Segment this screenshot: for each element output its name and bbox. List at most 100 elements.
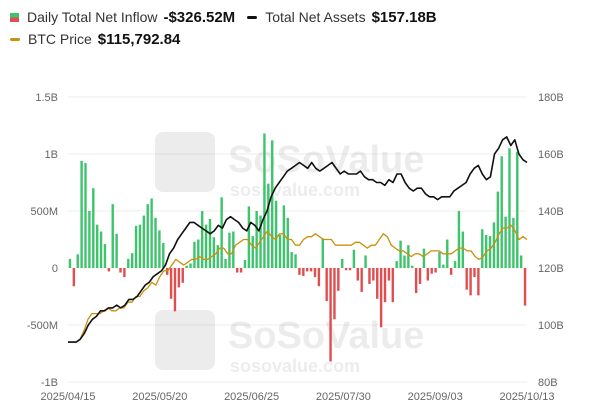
left-axis-ticks: 1.5B 1B 500M 0 -500M -1B — [27, 92, 58, 389]
watermark-logo-icon — [155, 310, 215, 370]
inflow-bar — [247, 206, 251, 268]
btc-legend-swatch — [10, 37, 20, 41]
inflow-bar — [376, 268, 379, 299]
inflow-bar — [236, 268, 239, 273]
inflow-bar — [337, 268, 340, 291]
inflow-bar — [224, 258, 227, 268]
inflow-bar — [321, 238, 324, 268]
inflow-bar — [150, 198, 153, 268]
right-tick-label: 80B — [538, 377, 558, 389]
inflow-bar — [391, 268, 395, 303]
inflow-bar — [302, 268, 305, 276]
right-axis-ticks: 180B 160B 140B 120B 100B 80B — [538, 92, 564, 389]
inflow-bar — [267, 183, 270, 268]
inflow-bar — [72, 268, 76, 287]
inflow-bar — [107, 268, 111, 272]
inflow-bar — [239, 268, 243, 273]
inflow-bar — [123, 268, 126, 278]
legend-btc-value: $115,792.84 — [97, 30, 181, 48]
legend-row-1: Daily Total Net Inflow -$326.52M Total N… — [10, 6, 449, 28]
inflow-bar — [383, 268, 387, 303]
legend-btc-name: BTC Price — [28, 31, 92, 47]
inflow-bar — [146, 204, 149, 268]
inflow-bars — [68, 133, 527, 362]
inflow-bar — [115, 233, 118, 268]
right-tick-label: 160B — [538, 149, 564, 161]
watermark-top: SoSoValue sosovalue.com — [155, 132, 424, 200]
inflow-bar — [403, 255, 406, 268]
inflow-bar — [185, 265, 188, 268]
inflow-bar — [263, 133, 266, 268]
inflow-bar — [278, 234, 282, 268]
inflow-bar — [228, 232, 231, 268]
inflow-bar — [411, 265, 414, 268]
inflow-bar — [496, 191, 500, 268]
inflow-bar — [306, 268, 309, 272]
left-tick-label: -1B — [41, 377, 58, 389]
inflow-bar — [523, 268, 527, 306]
left-tick-label: 500M — [30, 206, 58, 218]
inflow-bar — [352, 249, 356, 268]
inflow-bar — [465, 268, 468, 290]
inflow-bar — [317, 268, 321, 287]
btc-price-line — [68, 224, 528, 343]
inflow-bar — [372, 268, 375, 281]
assets-legend-swatch — [247, 15, 258, 19]
inflow-bar — [95, 224, 99, 268]
inflow-bar — [282, 205, 286, 268]
left-tick-label: 1.5B — [35, 92, 58, 104]
inflow-bar — [477, 268, 480, 296]
x-tick-label: 2025/09/03 — [408, 391, 463, 403]
inflow-bar — [449, 268, 453, 275]
inflow-bar — [216, 245, 219, 268]
inflow-bar — [271, 140, 274, 268]
inflow-bar — [286, 217, 289, 268]
inflow-bar — [162, 242, 165, 268]
watermarks: SoSoValue sosovalue.com SoSoValue sosova… — [155, 132, 424, 376]
inflow-bar — [99, 231, 103, 268]
inflow-bar — [111, 204, 114, 268]
inflow-bar — [298, 268, 301, 275]
inflow-bar — [329, 268, 332, 362]
inflow-bar — [204, 224, 208, 268]
inflow-bar — [360, 268, 363, 292]
inflow-bar — [414, 268, 418, 294]
inflow-bar — [488, 236, 492, 268]
inflow-bar — [68, 258, 72, 268]
inflow-bar — [294, 254, 297, 268]
inflow-bar — [434, 268, 437, 273]
inflow-bar — [395, 261, 398, 268]
x-tick-label: 2025/10/13 — [499, 391, 554, 403]
inflow-bar — [442, 264, 445, 268]
inflow-bar — [177, 268, 181, 288]
right-tick-label: 140B — [538, 206, 564, 218]
inflow-bar — [154, 217, 157, 268]
inflow-bar — [407, 245, 410, 268]
inflow-bar — [430, 268, 433, 274]
inflow-bar — [512, 217, 515, 268]
inflow-bar — [193, 241, 196, 268]
inflow-bar — [348, 268, 352, 271]
inflow-bar — [481, 229, 484, 268]
total-net-assets-line — [68, 136, 528, 343]
inflow-bar — [309, 268, 313, 272]
inflow-bar — [519, 255, 523, 268]
inflow-bar — [76, 254, 79, 268]
inflow-bar — [516, 151, 519, 268]
inflow-bar — [387, 268, 391, 281]
right-tick-label: 100B — [538, 320, 564, 332]
inflow-bar — [88, 211, 91, 268]
inflow-bar — [461, 231, 465, 268]
inflow-bar — [158, 230, 161, 268]
inflow-bar — [438, 252, 441, 268]
watermark-bottom: SoSoValue sosovalue.com — [155, 310, 424, 376]
inflow-bar — [418, 268, 422, 284]
inflow-bar — [142, 215, 146, 268]
inflow-bar — [255, 211, 258, 268]
inflow-bar — [325, 268, 328, 302]
inflow-bar — [333, 268, 336, 320]
inflow-bar — [127, 258, 130, 268]
inflow-bar — [181, 268, 184, 283]
inflow-bar — [364, 255, 367, 268]
